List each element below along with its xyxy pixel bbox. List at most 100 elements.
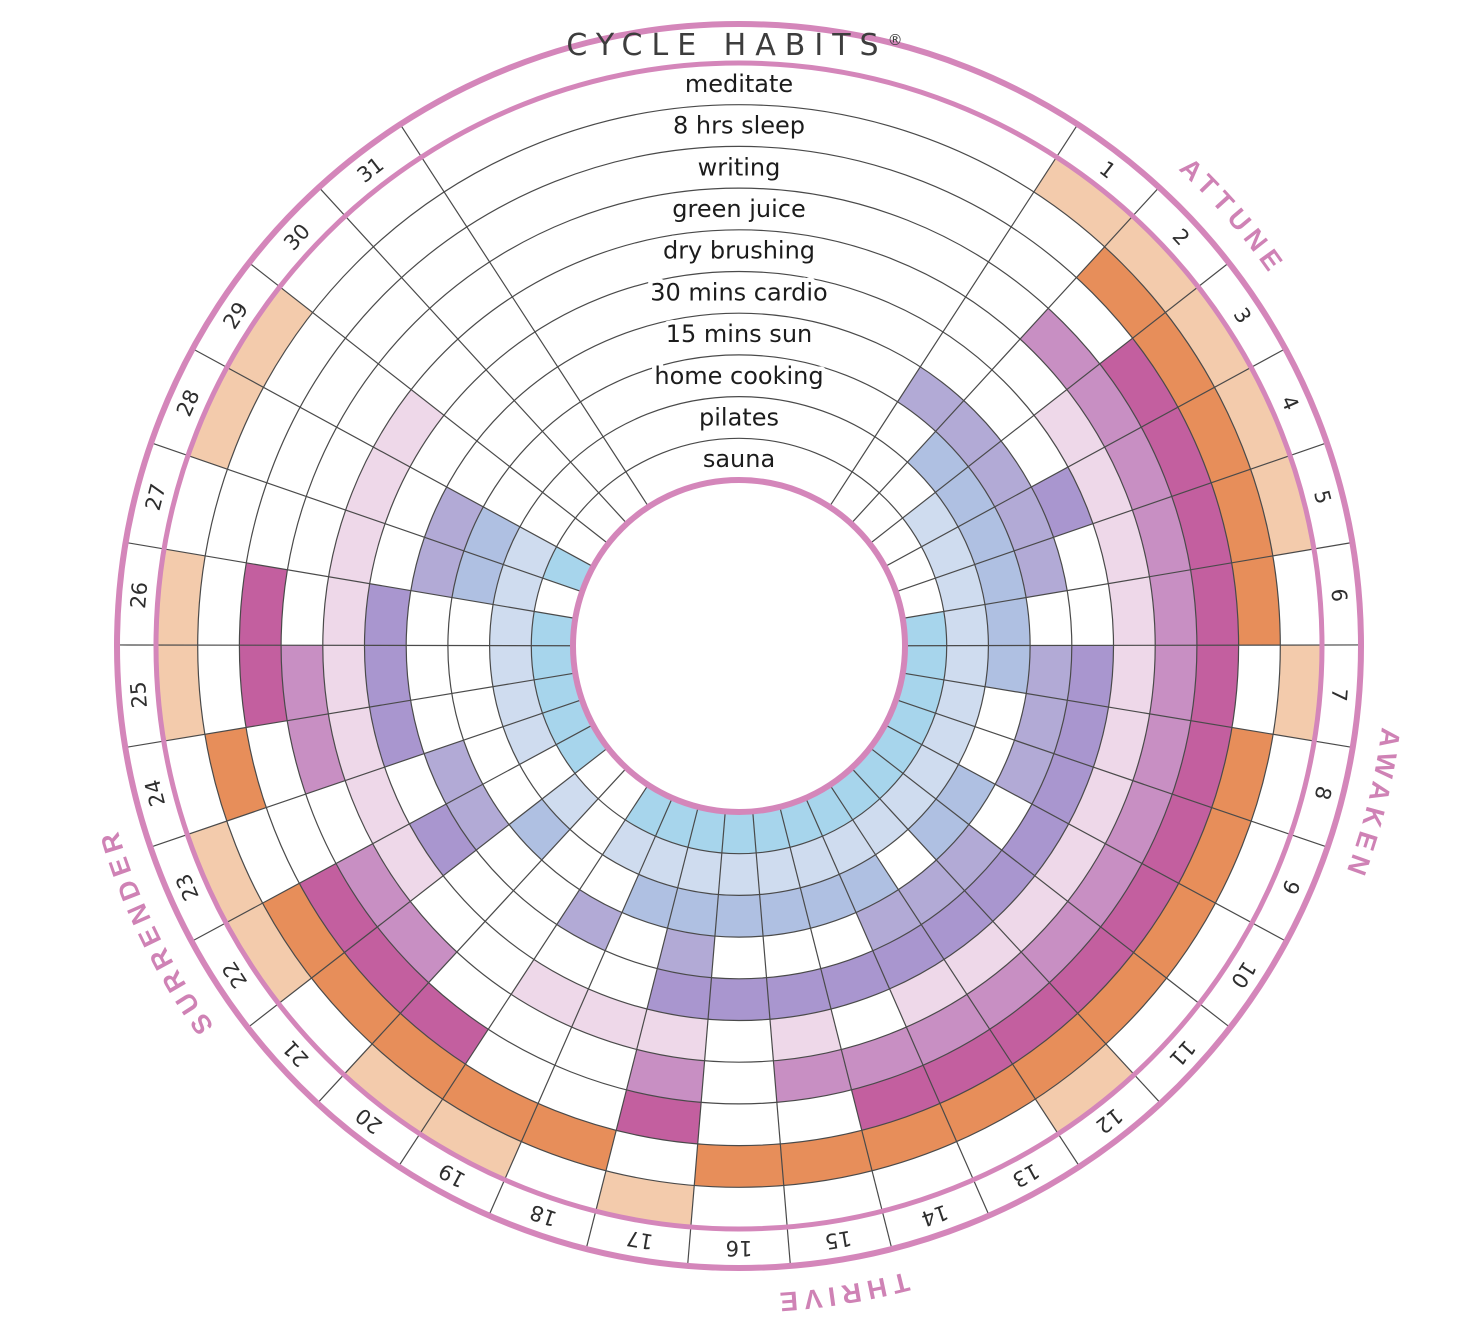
habit-cell [935, 466, 995, 527]
habit-cell [1077, 952, 1167, 1044]
habit-cell [1108, 576, 1156, 646]
day-gridline [895, 442, 1328, 593]
habit-cell [756, 847, 801, 895]
habit-cell [958, 506, 1015, 565]
habit-cell [923, 1029, 1013, 1104]
habit-label: meditate [685, 70, 793, 98]
day-gridline [752, 811, 792, 1266]
habit-cell [769, 1009, 842, 1061]
habit-cell [1068, 767, 1133, 844]
habit-label: pilates [699, 403, 779, 431]
number-band-inner-circle [153, 60, 1325, 1232]
habit-cell [1214, 367, 1291, 470]
habit-cell [369, 700, 425, 768]
habit-cell [621, 874, 678, 929]
habit-cell [964, 850, 1035, 922]
habit-cell [446, 784, 510, 851]
day-gridline [125, 672, 576, 749]
day-gridline [686, 811, 726, 1266]
habit-cell [1211, 469, 1273, 563]
habit-cell [1177, 387, 1251, 483]
habit-cell [714, 894, 764, 938]
habit-cell [1105, 780, 1173, 864]
habit-cell [531, 645, 576, 680]
habit-cell [677, 847, 722, 895]
habit-cell [885, 699, 936, 745]
day-number: 8 [1310, 784, 1337, 803]
habit-cell [511, 959, 589, 1028]
habit-cell [521, 1103, 617, 1171]
habit-cell [994, 486, 1054, 551]
habit-cell [667, 887, 719, 937]
habit-cell [1033, 157, 1133, 247]
day-number: 26 [126, 581, 152, 610]
habit-cell [364, 645, 411, 708]
habit-cell [968, 440, 1032, 507]
habit-cell [1273, 645, 1322, 742]
habit-cell [1076, 246, 1166, 339]
habit-cell [694, 1143, 784, 1188]
habit-cell [721, 811, 757, 854]
habit-cell [1149, 645, 1197, 721]
habit-cell [225, 903, 312, 1004]
habit-cell [943, 645, 989, 687]
day-gridline [829, 784, 1081, 1167]
habit-cell [424, 740, 483, 805]
day-gridline [884, 724, 1287, 942]
habit-cell [1099, 338, 1178, 428]
habit-cell [489, 604, 535, 646]
day-gridline [895, 699, 1328, 848]
day-gridline [904, 644, 1362, 647]
habit-cell [1067, 843, 1142, 927]
habit-cell [1014, 693, 1068, 754]
habit-cell [974, 550, 1027, 605]
inner-hole-circle [570, 477, 908, 815]
habit-cell [1132, 713, 1191, 795]
habit-cell [773, 1049, 852, 1103]
habit-cell [1149, 569, 1197, 646]
habit-cell [1026, 645, 1072, 701]
ring-gridline [280, 187, 1198, 1105]
habit-cell [493, 564, 543, 612]
habit-label: 8 hrs sleep [673, 112, 805, 140]
ring-gridline [322, 229, 1156, 1063]
habit-cell [897, 366, 964, 432]
habit-cell [1231, 555, 1281, 646]
habit-cell [1092, 510, 1150, 584]
habit-cell [1053, 700, 1109, 768]
day-gridline [247, 747, 609, 1029]
habit-label: sauna [703, 445, 775, 473]
habit-cell [870, 724, 922, 774]
day-gridline [397, 784, 649, 1167]
ring-gridline [238, 145, 1240, 1147]
habit-cell [1035, 1043, 1135, 1134]
habit-cell [364, 583, 411, 646]
habit-cell [903, 744, 959, 799]
habit-cell [372, 1013, 466, 1099]
habit-cell [646, 968, 712, 1020]
day-gridline [779, 806, 893, 1250]
day-number: 7 [1327, 687, 1352, 702]
habit-cell [345, 767, 410, 844]
habit-cell [1021, 901, 1101, 983]
habit-cell [851, 747, 904, 799]
habit-cell [1190, 645, 1239, 728]
habit-cell [851, 1065, 940, 1131]
day-gridline [805, 797, 990, 1216]
habit-cell [299, 863, 378, 953]
day-gridline [318, 186, 628, 524]
habit-cell [985, 645, 1031, 694]
habit-cell [281, 645, 329, 721]
habit-cell [1093, 707, 1150, 781]
habit-cell [531, 611, 576, 646]
habit-cell [616, 1089, 702, 1144]
habit-cell [984, 597, 1031, 646]
day-gridline [851, 767, 1162, 1104]
habit-cell [377, 901, 457, 983]
habit-cell [921, 890, 993, 960]
habit-cell [989, 982, 1078, 1065]
habit-cell [1141, 407, 1212, 497]
day-number: 15 [823, 1226, 853, 1254]
habit-cell [1141, 794, 1212, 884]
